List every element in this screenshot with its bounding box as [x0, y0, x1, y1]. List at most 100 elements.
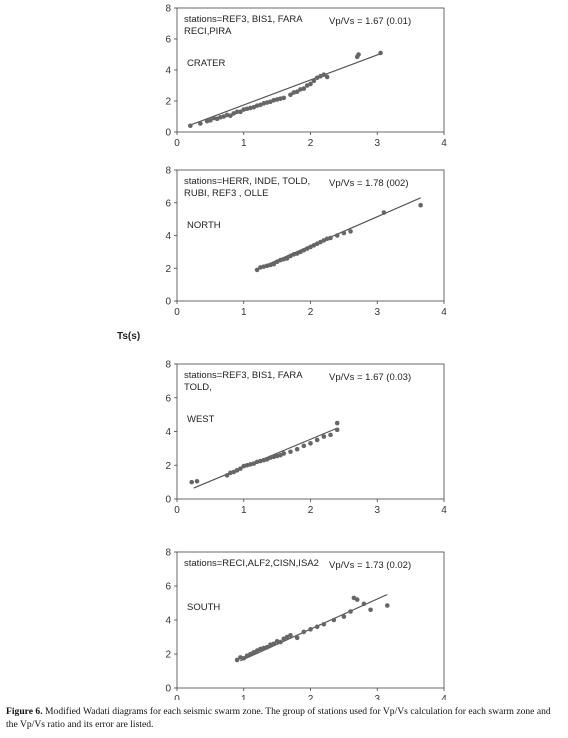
y-tick-label: 0	[165, 128, 171, 139]
stations-label: stations=HERR, INDE, TOLD,	[184, 176, 310, 187]
data-point	[278, 639, 283, 645]
data-point	[264, 644, 270, 650]
stations-label: stations=REF3, BIS1, FARA	[184, 370, 303, 381]
x-tick-label: 3	[374, 138, 380, 149]
y-tick-label: 4	[165, 616, 171, 627]
data-point	[271, 261, 277, 267]
x-tick-label: 1	[241, 307, 247, 318]
x-tick-label: 4	[441, 505, 447, 516]
y-tick-label: 4	[165, 427, 171, 438]
data-point	[194, 478, 200, 484]
data-point	[308, 81, 313, 87]
data-point	[314, 624, 320, 630]
stations-label: stations=REF3, BIS1, FARA	[184, 14, 303, 25]
data-point	[341, 614, 347, 619]
data-point	[418, 202, 423, 208]
y-tick-label: 2	[165, 650, 171, 661]
y-tick-label: 8	[165, 360, 171, 371]
y-tick-label: 4	[165, 66, 171, 77]
data-point	[301, 86, 307, 91]
data-point	[288, 92, 293, 98]
zone-label: NORTH	[187, 220, 221, 231]
data-point	[356, 52, 361, 57]
data-point	[321, 72, 327, 77]
data-point	[334, 427, 340, 433]
data-point	[378, 50, 383, 56]
data-point	[208, 118, 213, 123]
y-tick-label: 6	[165, 582, 171, 593]
panel-west: 0 1 2 3 4 0 2 4 6 8 stations=REF3, BIS1, FARATOLD,…	[165, 360, 447, 517]
data-point	[311, 78, 317, 84]
regression-line	[190, 53, 381, 126]
data-point	[308, 627, 313, 632]
data-point	[321, 621, 327, 627]
x-tick-label: 2	[308, 505, 314, 516]
plot-frame	[176, 551, 445, 689]
x-tick-label: 2	[308, 694, 314, 700]
stations-label: RECI,PIRA	[184, 26, 232, 37]
y-tick-label: 6	[165, 393, 171, 404]
data-point	[281, 451, 287, 456]
data-point	[368, 607, 373, 613]
data-point	[238, 466, 243, 471]
y-tick-label: 6	[165, 198, 171, 209]
y-tick-label: 6	[165, 35, 171, 46]
data-point	[301, 629, 307, 635]
data-point	[314, 437, 320, 443]
data-point	[328, 235, 333, 241]
y-tick-label: 8	[165, 548, 171, 559]
x-tick-label: 1	[241, 138, 247, 149]
x-tick-label: 2	[308, 138, 314, 149]
data-point	[254, 267, 260, 273]
x-tick-label: 4	[441, 138, 447, 149]
x-tick-label: 3	[374, 505, 380, 516]
data-point	[384, 603, 390, 608]
y-tick-label: 8	[165, 4, 171, 15]
data-point	[288, 449, 293, 455]
data-point	[234, 657, 240, 663]
panel-south: 0 1 2 3 4 0 2 4 6 8 stations=RECI,ALF2,CISN,ISA2 Vp…	[165, 548, 447, 701]
vpvs-ratio-label: Vp/Vs = 1.67 (0.03)	[329, 372, 411, 383]
x-tick-label: 3	[374, 694, 380, 700]
panel-north: 0 1 2 3 4 0 2 4 6 8 stations=HERR, INDE, TOLD,RUBI…	[165, 166, 447, 319]
x-tick-label: 4	[441, 307, 447, 318]
data-point	[241, 655, 247, 661]
data-point	[301, 443, 307, 449]
data-point	[308, 441, 313, 446]
zone-label: WEST	[187, 414, 215, 425]
caption-label: Figure 6.	[6, 706, 43, 717]
y-tick-label: 2	[165, 461, 171, 472]
data-point	[234, 109, 240, 115]
y-tick-label: 0	[165, 495, 171, 506]
data-point	[294, 89, 300, 94]
data-point	[341, 230, 347, 236]
data-point	[224, 473, 230, 478]
data-point	[271, 641, 277, 647]
zone-label: CRATER	[187, 58, 225, 69]
vpvs-ratio-label: Vp/Vs = 1.78 (002)	[329, 178, 408, 189]
y-tick-label: 0	[165, 684, 171, 695]
stations-label: stations=RECI,ALF2,CISN,ISA2	[184, 558, 319, 569]
data-point	[331, 617, 337, 623]
x-tick-label: 1	[241, 505, 247, 516]
data-point	[198, 121, 203, 126]
data-point	[334, 233, 340, 238]
data-point	[294, 446, 300, 452]
y-tick-label: 2	[165, 97, 171, 108]
x-tick-label: 0	[174, 505, 180, 516]
x-tick-label: 0	[174, 694, 180, 700]
data-point	[294, 635, 300, 641]
x-tick-label: 0	[174, 307, 180, 318]
figure-caption: Figure 6. Modified Wadati diagrams for e…	[6, 705, 562, 731]
data-point	[381, 210, 387, 215]
data-point	[328, 432, 333, 438]
y-tick-label: 4	[165, 231, 171, 242]
x-tick-label: 2	[308, 307, 314, 318]
y-tick-label: 8	[165, 166, 171, 177]
data-point	[288, 633, 293, 638]
data-point	[238, 109, 243, 115]
data-point	[348, 229, 353, 234]
stations-label: TOLD,	[184, 382, 212, 393]
data-point	[348, 609, 353, 614]
